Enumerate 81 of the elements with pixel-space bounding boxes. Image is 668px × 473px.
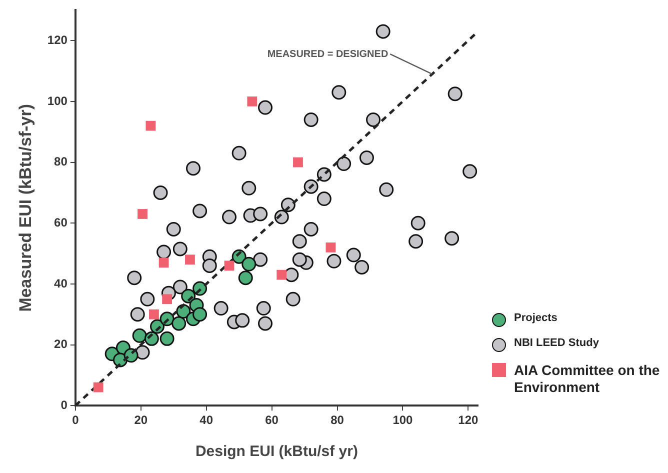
point — [238, 270, 253, 286]
point — [138, 209, 148, 219]
x-tick-label: 0 — [72, 413, 80, 428]
legend-label: Projects — [514, 312, 558, 326]
point — [316, 192, 332, 206]
point — [172, 316, 186, 331]
point — [304, 222, 318, 236]
point — [235, 313, 250, 328]
x-tick-label: 100 — [392, 413, 414, 428]
point — [444, 231, 460, 246]
x-tick-label: 60 — [265, 413, 279, 428]
x-axis-title: Design EUI (kBtu/sf yr) — [195, 443, 358, 460]
point — [140, 292, 155, 306]
point — [146, 120, 156, 131]
point — [192, 204, 208, 218]
point — [162, 294, 172, 304]
point — [258, 316, 273, 331]
point — [462, 164, 478, 179]
point — [293, 157, 303, 168]
legend-label: NBI LEED Study — [514, 337, 599, 350]
point — [332, 85, 346, 100]
point — [256, 301, 271, 316]
y-axis-title: Measured EUI (kBtu/sf-yr) — [16, 104, 35, 312]
point — [359, 150, 374, 165]
point — [346, 248, 361, 262]
point — [127, 270, 142, 286]
point — [379, 182, 394, 197]
y-tick-label: 120 — [47, 32, 68, 47]
y-tick-label: 100 — [47, 94, 68, 108]
point — [286, 292, 300, 306]
y-tick-label: 80 — [54, 154, 68, 169]
point — [130, 307, 145, 322]
point — [247, 96, 258, 106]
point — [93, 382, 104, 392]
x-tick-label: 80 — [330, 413, 344, 428]
y-tick-label: 60 — [54, 215, 68, 230]
point — [224, 260, 234, 271]
point — [214, 301, 228, 316]
point — [166, 222, 181, 236]
point — [326, 254, 342, 268]
point — [448, 86, 462, 102]
point — [292, 234, 307, 249]
point — [253, 206, 268, 222]
point — [172, 242, 188, 256]
point — [160, 331, 174, 346]
point — [132, 328, 147, 343]
point — [258, 100, 273, 115]
legend-label: AIA Committee on the Environment — [514, 362, 661, 396]
point — [276, 270, 287, 280]
point — [135, 345, 150, 360]
point — [185, 254, 195, 265]
point — [222, 210, 237, 224]
y-tick-label: 0 — [60, 398, 68, 412]
point — [410, 216, 426, 230]
point — [156, 244, 172, 260]
point — [354, 260, 370, 274]
x-tick-label: 40 — [200, 413, 214, 428]
point — [336, 156, 352, 172]
point — [172, 280, 188, 294]
point — [284, 268, 299, 282]
point — [376, 24, 390, 39]
point — [242, 180, 256, 196]
point — [408, 234, 424, 249]
point — [186, 161, 200, 176]
y-tick-label: 20 — [54, 337, 68, 352]
point — [366, 112, 381, 127]
point — [153, 185, 168, 200]
point — [304, 112, 318, 127]
y-tick-label: 40 — [54, 276, 68, 290]
point — [326, 242, 336, 252]
x-tick-label: 120 — [458, 413, 479, 428]
point — [292, 252, 307, 267]
annotation: MEASURED = DESIGNED — [267, 48, 388, 60]
x-tick-label: 20 — [134, 413, 148, 428]
point — [232, 146, 246, 160]
point — [158, 258, 169, 268]
point — [242, 256, 256, 272]
point — [202, 258, 217, 273]
point — [192, 307, 208, 322]
point — [149, 309, 159, 320]
point — [253, 252, 268, 267]
